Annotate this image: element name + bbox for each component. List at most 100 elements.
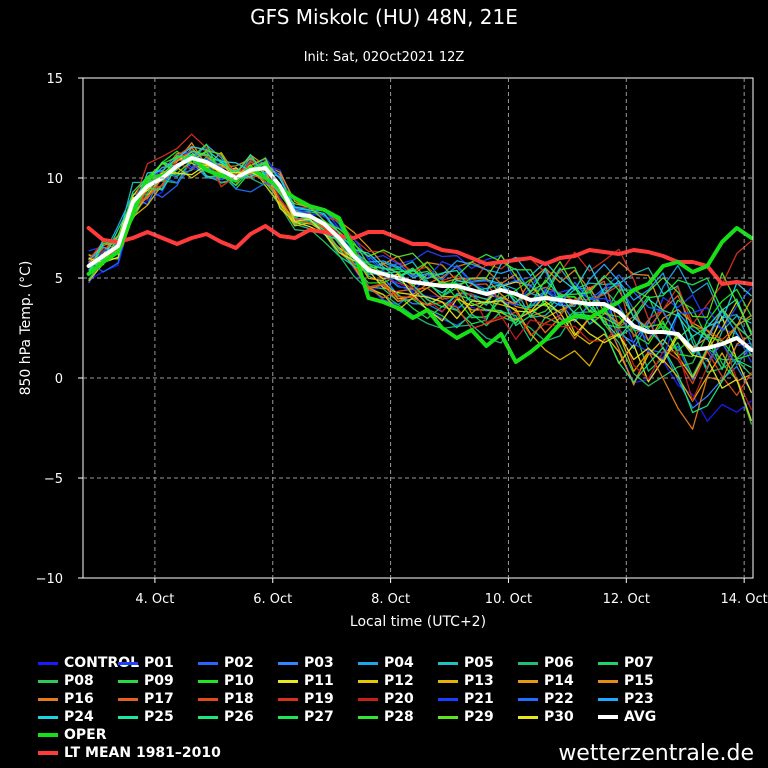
- legend-entry: P30: [518, 708, 574, 726]
- y-axis-label: 850 hPa Temp. (°C): [18, 261, 34, 396]
- legend-entry: P09: [118, 672, 174, 690]
- legend-swatch: [358, 661, 378, 665]
- legend-entry: P19: [278, 690, 334, 708]
- y-tick-label: −5: [44, 472, 63, 487]
- x-tick-label: 10. Oct: [485, 592, 532, 607]
- legend-swatch: [598, 679, 618, 683]
- legend-label: P28: [384, 709, 414, 725]
- legend-label: P09: [144, 673, 174, 689]
- legend-label: P23: [624, 691, 654, 707]
- legend-label: P10: [224, 673, 254, 689]
- legend-label: P06: [544, 655, 574, 671]
- x-tick-label: 6. Oct: [253, 592, 292, 607]
- chart-area: 15 10 5 0 −5 −10 4. Oct 6. Oct 8. Oct 10. Oct 12. …: [18, 72, 768, 630]
- legend-swatch: [518, 661, 538, 665]
- series-line-avg: [86, 156, 754, 352]
- legend-entry: P02: [198, 654, 254, 672]
- legend-label: P19: [304, 691, 334, 707]
- legend-label: P27: [304, 709, 334, 725]
- legend-label: P22: [544, 691, 574, 707]
- legend-entry: P05: [438, 654, 494, 672]
- legend-swatch: [438, 679, 458, 683]
- legend-label: P21: [464, 691, 494, 707]
- legend-entry: P28: [358, 708, 414, 726]
- legend-swatch: [38, 715, 58, 719]
- plot-frame: [82, 77, 754, 579]
- legend-label: P14: [544, 673, 574, 689]
- legend-label: P07: [624, 655, 654, 671]
- legend-swatch: [38, 751, 58, 755]
- legend-label: P12: [384, 673, 414, 689]
- legend-swatch: [118, 697, 138, 701]
- legend-entry: P07: [598, 654, 654, 672]
- legend-label: P04: [384, 655, 414, 671]
- series-line-lt: [86, 224, 754, 286]
- legend-entry: P20: [358, 690, 414, 708]
- y-tick-label: 5: [55, 272, 63, 287]
- legend-entry: P23: [598, 690, 654, 708]
- legend-label: P29: [464, 709, 494, 725]
- legend-swatch: [198, 715, 218, 719]
- legend-entry: LT MEAN 1981–2010: [38, 744, 221, 762]
- legend-label: P16: [64, 691, 94, 707]
- x-tick-label: 14. Oct: [721, 592, 768, 607]
- legend-entry: P15: [598, 672, 654, 690]
- x-tick-label: 12. Oct: [603, 592, 650, 607]
- y-tick-label: −10: [36, 572, 63, 587]
- legend-label: LT MEAN 1981–2010: [64, 745, 221, 761]
- legend-entry: P13: [438, 672, 494, 690]
- legend-swatch: [118, 661, 138, 665]
- legend-entry: P24: [38, 708, 94, 726]
- axes: 15 10 5 0 −5 −10 4. Oct 6. Oct 8. Oct 10. Oct 12. …: [36, 72, 768, 607]
- series-line-p15: [88, 151, 752, 349]
- legend-swatch: [358, 679, 378, 683]
- series-line-p28: [88, 143, 752, 360]
- series-line-p27: [88, 151, 752, 341]
- legend-label: P25: [144, 709, 174, 725]
- legend-entry: P21: [438, 690, 494, 708]
- chart-subtitle: Init: Sat, 02Oct2021 12Z: [303, 50, 465, 65]
- legend-swatch: [198, 679, 218, 683]
- credit-text: wetterzentrale.de: [558, 741, 754, 766]
- legend-entry: P29: [438, 708, 494, 726]
- legend-swatch: [518, 679, 538, 683]
- legend-entry: P03: [278, 654, 334, 672]
- legend-swatch: [598, 661, 618, 665]
- legend-swatch: [198, 697, 218, 701]
- x-tick-label: 8. Oct: [371, 592, 410, 607]
- legend-label: AVG: [624, 709, 657, 725]
- y-tick-label: 15: [46, 72, 63, 87]
- y-tick-label: 10: [46, 172, 63, 187]
- legend-label: P17: [144, 691, 174, 707]
- legend-swatch: [118, 679, 138, 683]
- legend-entry: P16: [38, 690, 94, 708]
- legend-entry: P10: [198, 672, 254, 690]
- legend-swatch: [38, 661, 58, 665]
- series-line-oper: [86, 156, 754, 364]
- legend-label: P01: [144, 655, 174, 671]
- legend-swatch: [438, 697, 458, 701]
- legend-label: P13: [464, 673, 494, 689]
- legend-swatch: [438, 715, 458, 719]
- legend-entry: P06: [518, 654, 574, 672]
- legend-label: P30: [544, 709, 574, 725]
- legend-label: OPER: [64, 727, 107, 743]
- legend-swatch: [518, 715, 538, 719]
- legend-label: P15: [624, 673, 654, 689]
- legend-swatch: [118, 715, 138, 719]
- legend-swatch: [278, 679, 298, 683]
- highlight-series-group: [86, 156, 754, 364]
- legend-entry: P22: [518, 690, 574, 708]
- series-line-p05: [88, 154, 752, 370]
- legend-entry: AVG: [598, 708, 656, 726]
- legend-entry: P26: [198, 708, 254, 726]
- legend-label: P03: [304, 655, 334, 671]
- legend-entry: P25: [118, 708, 174, 726]
- legend-entry: P04: [358, 654, 414, 672]
- legend-label: P02: [224, 655, 254, 671]
- legend-entry: CONTROL: [38, 654, 139, 672]
- series-line-p06: [88, 156, 752, 373]
- legend-entry: P17: [118, 690, 174, 708]
- legend-swatch: [598, 697, 618, 701]
- y-tick-label: 0: [55, 372, 63, 387]
